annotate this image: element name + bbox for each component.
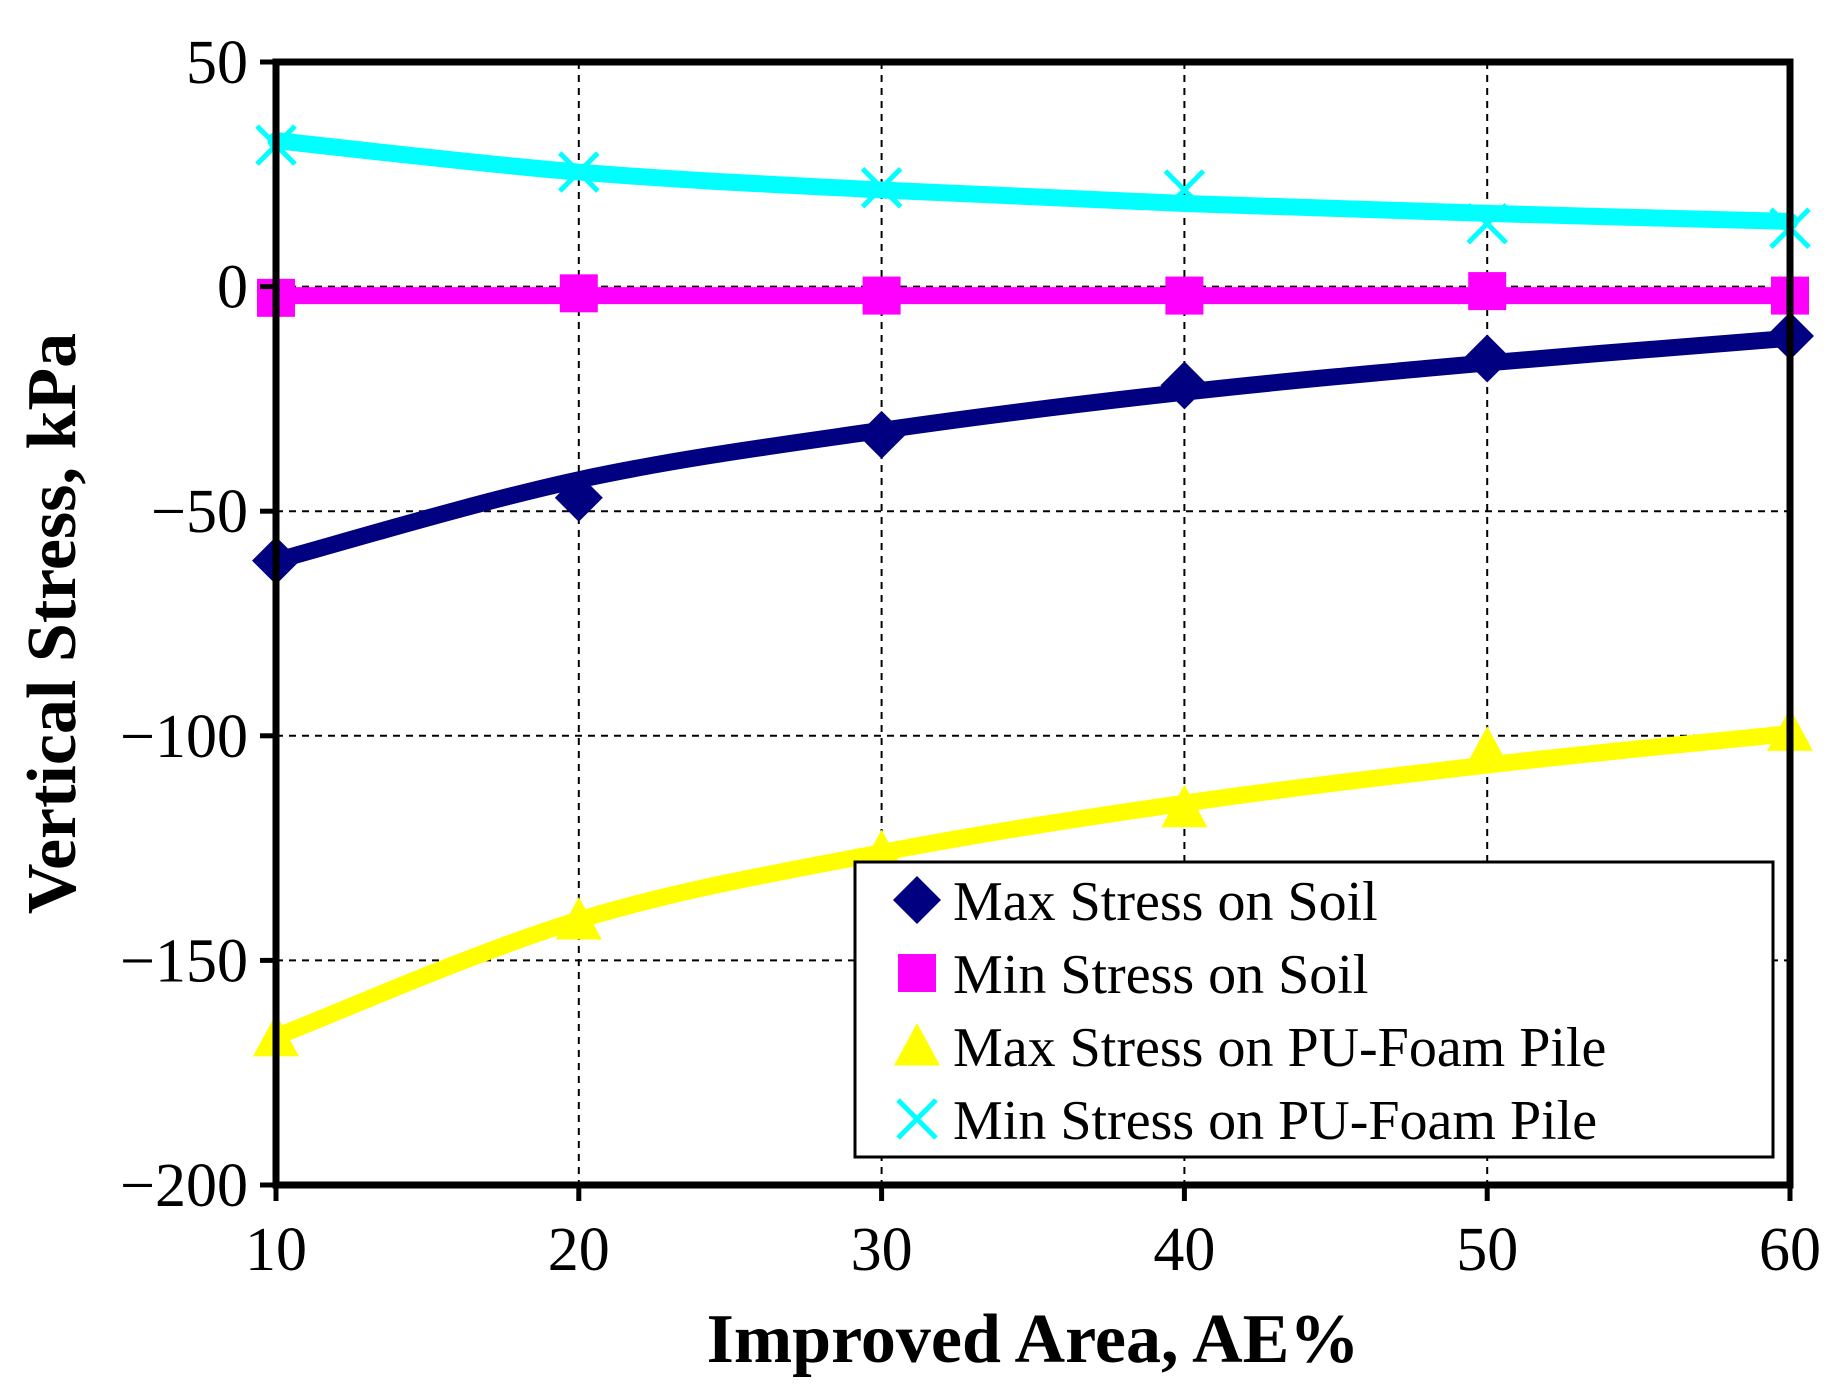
x-tick-label: 10 [245, 1216, 307, 1284]
x-tick-label: 30 [851, 1216, 913, 1284]
data-point-max-stress-on-soil [1160, 361, 1209, 410]
data-point-min-stress-on-pu-foam-pile [1466, 202, 1508, 245]
trend-line-max-stress-on-soil [267, 329, 1799, 570]
legend-box [853, 860, 1775, 1159]
marker-stroke [558, 151, 600, 193]
legend-marker [896, 1098, 938, 1140]
x-axis-title: Improved Area, AE% [707, 1301, 1360, 1378]
data-point-max-stress-on-pu-foam-pile [555, 896, 602, 940]
x-tick-label: 40 [1153, 1216, 1215, 1284]
legend-label: Max Stress on PU-Foam Pile [953, 1017, 1606, 1079]
plot-frame [272, 58, 1794, 1189]
marker-stroke [860, 167, 903, 209]
data-point-min-stress-on-pu-foam-pile [860, 167, 903, 209]
x-tick-label: 50 [1456, 1216, 1518, 1284]
data-point-min-stress-on-pu-foam-pile [558, 151, 600, 193]
legend-label: Max Stress on Soil [953, 871, 1378, 933]
data-point-max-stress-on-soil [554, 473, 603, 522]
y-axis-ticks: 50 0 −50 −100 −150 −200 [120, 29, 276, 1220]
data-point-max-stress-on-soil [1463, 334, 1512, 383]
marker-stroke [1466, 202, 1508, 245]
trend-line-max-stress-on-pu-foam-pile [267, 725, 1799, 1046]
y-tick-label: −200 [120, 1152, 248, 1220]
y-tick-label: −50 [151, 478, 248, 546]
trend-lines [267, 132, 1799, 1046]
x-tick-label: 20 [548, 1216, 610, 1284]
y-tick-label: −150 [120, 927, 248, 995]
y-axis-title: Vertical Stress, kPa [14, 333, 91, 914]
data-point-min-stress-on-soil [1165, 276, 1204, 315]
legend-label: Min Stress on Soil [953, 944, 1368, 1006]
legend: Max Stress on Soil Min Stress on Soil Max … [853, 860, 1775, 1159]
marker-stroke [1163, 169, 1206, 211]
legend-marker [893, 876, 941, 924]
data-point-max-stress-on-pu-foam-pile [1464, 726, 1511, 769]
marker-stroke [896, 1098, 938, 1140]
x-axis-ticks: 10 20 30 40 50 60 [245, 1185, 1821, 1284]
legend-label: Min Stress on PU-Foam Pile [953, 1090, 1597, 1152]
y-tick-label: 50 [186, 29, 248, 97]
data-point-max-stress-on-soil [857, 410, 906, 459]
data-point-min-stress-on-soil [1468, 272, 1507, 311]
y-tick-label: 0 [217, 254, 248, 322]
data-point-min-stress-on-pu-foam-pile [1163, 169, 1206, 211]
data-point-min-stress-on-soil [862, 276, 901, 315]
y-tick-label: −100 [120, 703, 248, 771]
data-point-max-stress-on-pu-foam-pile [1161, 784, 1208, 828]
legend-marker [898, 954, 936, 992]
trend-line-min-stress-on-pu-foam-pile [267, 132, 1799, 230]
x-tick-label: 60 [1759, 1216, 1821, 1284]
legend-marker [894, 1023, 940, 1066]
data-point-min-stress-on-soil [559, 274, 598, 313]
